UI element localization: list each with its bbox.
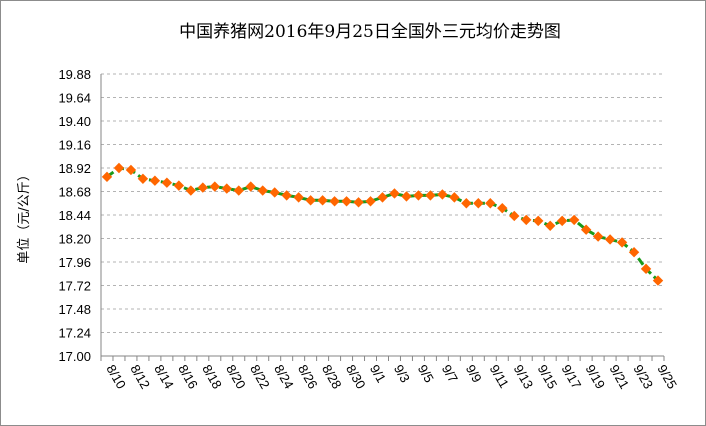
x-tick-label: 8/12 — [127, 362, 153, 391]
data-point — [473, 198, 484, 209]
data-point — [185, 185, 197, 196]
data-point — [125, 164, 137, 176]
y-tick-label: 17.24 — [58, 326, 91, 341]
data-point — [317, 195, 328, 206]
x-tick-label: 9/13 — [511, 362, 537, 391]
gridlines — [101, 73, 664, 333]
axes — [100, 74, 664, 357]
x-tick-label: 9/9 — [463, 362, 485, 385]
data-point — [101, 171, 113, 183]
x-tick-label: 8/20 — [223, 362, 249, 391]
y-axis-label: 单位（元/公斤） — [17, 168, 32, 263]
x-tick-label: 9/19 — [583, 362, 609, 391]
x-tick-label: 9/23 — [630, 362, 656, 391]
data-point — [293, 192, 304, 203]
y-tick-label: 17.72 — [58, 279, 91, 294]
x-tick-label: 8/30 — [343, 362, 369, 391]
x-tick-label: 8/24 — [271, 362, 297, 391]
data-point — [628, 247, 640, 258]
x-axis-ticks: 8/108/128/148/168/188/208/228/248/268/28… — [100, 356, 680, 391]
x-tick-label: 9/21 — [606, 362, 632, 391]
data-point — [425, 190, 436, 201]
x-tick-label: 9/17 — [559, 362, 585, 391]
data-point — [545, 220, 556, 231]
data-point — [197, 182, 209, 193]
data-point — [341, 196, 352, 207]
y-tick-label: 19.88 — [58, 67, 91, 82]
data-point — [556, 215, 568, 227]
data-point — [604, 234, 616, 245]
data-point — [449, 192, 460, 203]
data-point — [365, 196, 376, 207]
y-tick-label: 17.96 — [58, 255, 91, 270]
data-point — [437, 189, 448, 200]
data-point — [640, 263, 652, 275]
data-point — [281, 190, 292, 201]
data-point — [377, 192, 388, 203]
x-tick-label: 9/25 — [654, 362, 680, 391]
data-point — [497, 202, 508, 214]
data-point — [652, 275, 664, 286]
x-tick-label: 8/22 — [247, 362, 273, 391]
x-tick-label: 8/26 — [295, 362, 321, 391]
data-point — [568, 214, 580, 226]
data-point — [413, 190, 424, 201]
y-axis-ticks: 17.00 17.24 17.48 17.72 17.96 18.20 18.44 18.68… — [58, 67, 91, 364]
data-point — [353, 197, 364, 208]
y-tick-label: 17.00 — [58, 349, 91, 364]
data-point — [161, 177, 173, 188]
data-point — [113, 162, 125, 174]
x-tick-label: 9/15 — [535, 362, 561, 391]
y-tick-label: 18.44 — [58, 208, 91, 223]
data-point — [509, 210, 520, 222]
data-point — [305, 195, 316, 206]
data-point — [461, 198, 472, 209]
x-tick-label: 9/3 — [391, 362, 413, 385]
x-tick-label: 8/10 — [103, 362, 129, 391]
series-line — [106, 166, 660, 282]
data-point — [245, 181, 256, 192]
chart-title: 中国养猪网2016年9月25日全国外三元均价走势图 — [179, 22, 561, 42]
y-tick-label: 17.48 — [58, 302, 91, 317]
x-tick-label: 9/11 — [487, 362, 512, 391]
data-point — [592, 231, 604, 242]
data-point — [173, 180, 185, 191]
x-tick-label: 8/28 — [319, 362, 345, 391]
x-tick-label: 8/16 — [175, 362, 201, 391]
data-point — [233, 185, 244, 196]
y-tick-label: 19.64 — [58, 91, 91, 106]
y-tick-label: 19.40 — [58, 114, 91, 129]
y-tick-label: 18.92 — [58, 161, 91, 176]
data-point — [616, 237, 628, 248]
data-point — [137, 173, 149, 184]
x-tick-label: 8/14 — [151, 362, 177, 391]
data-point — [257, 185, 268, 196]
data-point — [521, 214, 532, 226]
data-point — [209, 181, 220, 192]
data-point — [533, 215, 544, 227]
y-tick-label: 18.20 — [58, 232, 91, 247]
data-point — [485, 198, 496, 209]
data-point — [269, 187, 280, 198]
x-tick-label: 9/7 — [439, 362, 461, 385]
series-group — [101, 162, 664, 286]
y-tick-label: 18.68 — [58, 185, 91, 200]
data-point — [221, 183, 232, 194]
x-tick-label: 9/5 — [415, 362, 437, 385]
data-point — [401, 191, 412, 202]
data-point — [389, 188, 400, 199]
data-point — [149, 175, 161, 186]
data-point — [329, 196, 340, 207]
data-point — [580, 224, 592, 235]
x-tick-label: 8/18 — [199, 362, 225, 391]
y-tick-label: 19.16 — [58, 138, 91, 153]
x-tick-label: 9/1 — [367, 362, 389, 385]
